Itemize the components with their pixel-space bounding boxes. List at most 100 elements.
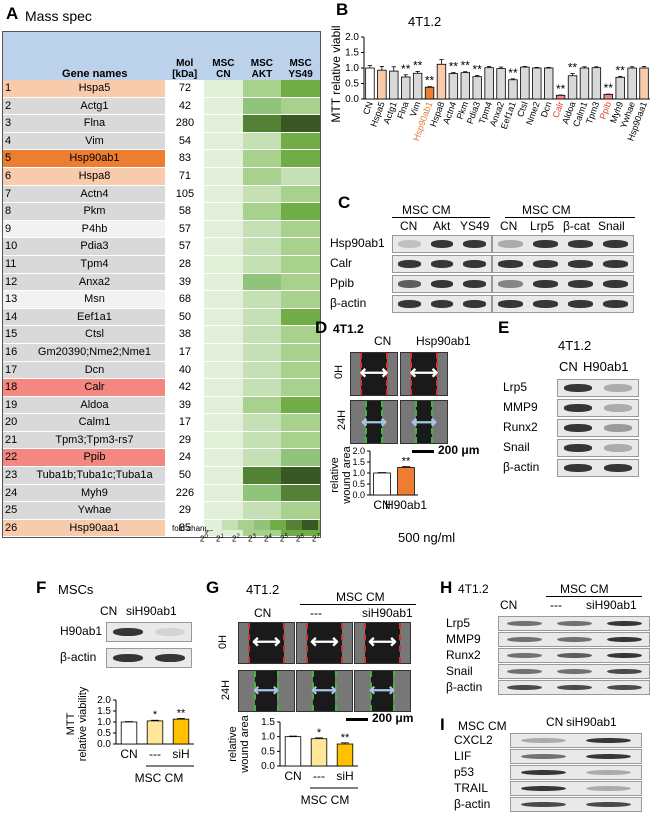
heat-cell-akt <box>242 290 282 309</box>
blot-strip <box>492 295 634 313</box>
band <box>463 240 487 248</box>
heat-cell-akt <box>242 149 282 168</box>
mol-weight: 226 <box>164 484 205 503</box>
heat-cell-ys49 <box>281 220 320 239</box>
lane-label: CN <box>500 598 518 612</box>
band <box>506 636 542 643</box>
wound-edge <box>277 671 279 711</box>
time-label: 24H <box>220 679 233 701</box>
bar <box>412 72 423 100</box>
bar <box>389 70 399 100</box>
row-number: 14 <box>3 308 25 327</box>
row-number: 20 <box>3 413 25 432</box>
lane-label: siH90ab1 <box>126 604 177 618</box>
column-label: CN <box>254 606 272 620</box>
heat-cell-cn <box>204 413 243 432</box>
row-number: 26 <box>3 519 25 538</box>
heat-cell-cn <box>204 237 243 256</box>
row-number: 25 <box>3 501 25 520</box>
blot-strip <box>510 781 642 796</box>
col-mw-header: Mol [kDa] <box>165 32 205 80</box>
x-tick-label: H90ab1 <box>385 498 427 512</box>
row-label: MMP9 <box>446 632 481 646</box>
y-tick-label: 0.0 <box>352 490 365 500</box>
mol-weight: 38 <box>164 325 205 344</box>
band <box>113 653 143 663</box>
heat-cell-akt <box>242 114 282 133</box>
heat-cell-cn <box>204 202 243 221</box>
bar <box>639 67 649 100</box>
band <box>564 444 592 452</box>
band <box>430 240 454 248</box>
y-tick-label: 2.0 <box>97 695 111 706</box>
heat-cell-ys49 <box>281 185 320 204</box>
significance-label: ** <box>177 707 186 719</box>
gene-name: Dcn <box>24 361 166 380</box>
bar <box>520 66 530 100</box>
mol-weight: 50 <box>164 308 205 327</box>
y-tick-label: 1.0 <box>97 717 111 728</box>
heat-cell-ys49 <box>281 501 320 520</box>
bar <box>615 76 625 100</box>
table-row: 3 Flna 280 <box>3 114 320 133</box>
panel-i-western-blot: MSC CM CN siH90ab1 CXCL2 LIF p53 TRAIL β-actin <box>440 715 655 815</box>
row-label: Snail <box>446 664 473 678</box>
blot-strip <box>557 379 639 397</box>
x-tick-label: Vim <box>408 100 423 118</box>
panel-f-title: MSCs <box>58 582 94 597</box>
band <box>585 785 632 792</box>
wound-edge <box>370 671 372 711</box>
band <box>430 280 454 288</box>
significance-label: ** <box>604 81 614 95</box>
gene-name: Hspa5 <box>24 80 166 98</box>
col-cn-header: MSC CN <box>204 32 243 80</box>
mol-weight: 42 <box>164 97 205 116</box>
heat-cell-akt <box>242 80 282 98</box>
double-arrow-icon: ⟷ <box>361 412 387 432</box>
heat-cell-cn <box>204 97 243 116</box>
bar <box>172 718 190 745</box>
band <box>463 280 487 288</box>
row-number: 9 <box>3 220 25 239</box>
blot-strip <box>392 255 492 273</box>
time-label: 0H <box>333 364 346 380</box>
lane-label: CN <box>500 219 518 233</box>
y-tick-label: 0.5 <box>352 479 365 489</box>
heat-cell-ys49 <box>281 167 320 186</box>
mol-weight: 72 <box>164 80 205 98</box>
gene-name: Actn4 <box>24 185 166 204</box>
band <box>604 464 632 472</box>
band <box>603 280 628 288</box>
band <box>520 753 567 760</box>
col-gene-header: Gene names <box>24 32 166 80</box>
scale-bar <box>412 450 434 453</box>
row-label: Hsp90ab1 <box>330 236 385 250</box>
heat-cell-akt <box>242 237 282 256</box>
band <box>397 260 421 268</box>
row-label: MMP9 <box>503 400 538 414</box>
y-axis-label: wound area <box>341 445 353 504</box>
blot-strip <box>557 439 639 457</box>
wound-edge <box>381 401 383 443</box>
heat-cell-ys49 <box>281 413 320 432</box>
blot-strip <box>492 235 634 253</box>
panel-a-title: Mass spec <box>25 8 92 24</box>
heat-cell-ys49 <box>281 97 320 116</box>
gene-name: Flna <box>24 114 166 133</box>
x-tick-label: CN <box>373 498 390 512</box>
heat-cell-akt <box>242 413 282 432</box>
y-tick-label: 1.0 <box>345 63 359 74</box>
double-arrow-icon: ⟷ <box>253 680 279 700</box>
bar <box>424 86 435 100</box>
col-ys49-header: MSC YS49 <box>281 32 320 80</box>
row-number: 11 <box>3 255 25 274</box>
blot-strip <box>557 419 639 437</box>
heat-cell-akt <box>242 220 282 239</box>
blot-strip <box>510 797 642 812</box>
x-tick-label: Flna <box>395 100 410 120</box>
heat-cell-akt <box>242 501 282 520</box>
bar <box>579 67 590 100</box>
scale-tick: 22 <box>232 534 240 544</box>
fold-change-scale <box>206 520 318 530</box>
gene-name: Msn <box>24 290 166 309</box>
